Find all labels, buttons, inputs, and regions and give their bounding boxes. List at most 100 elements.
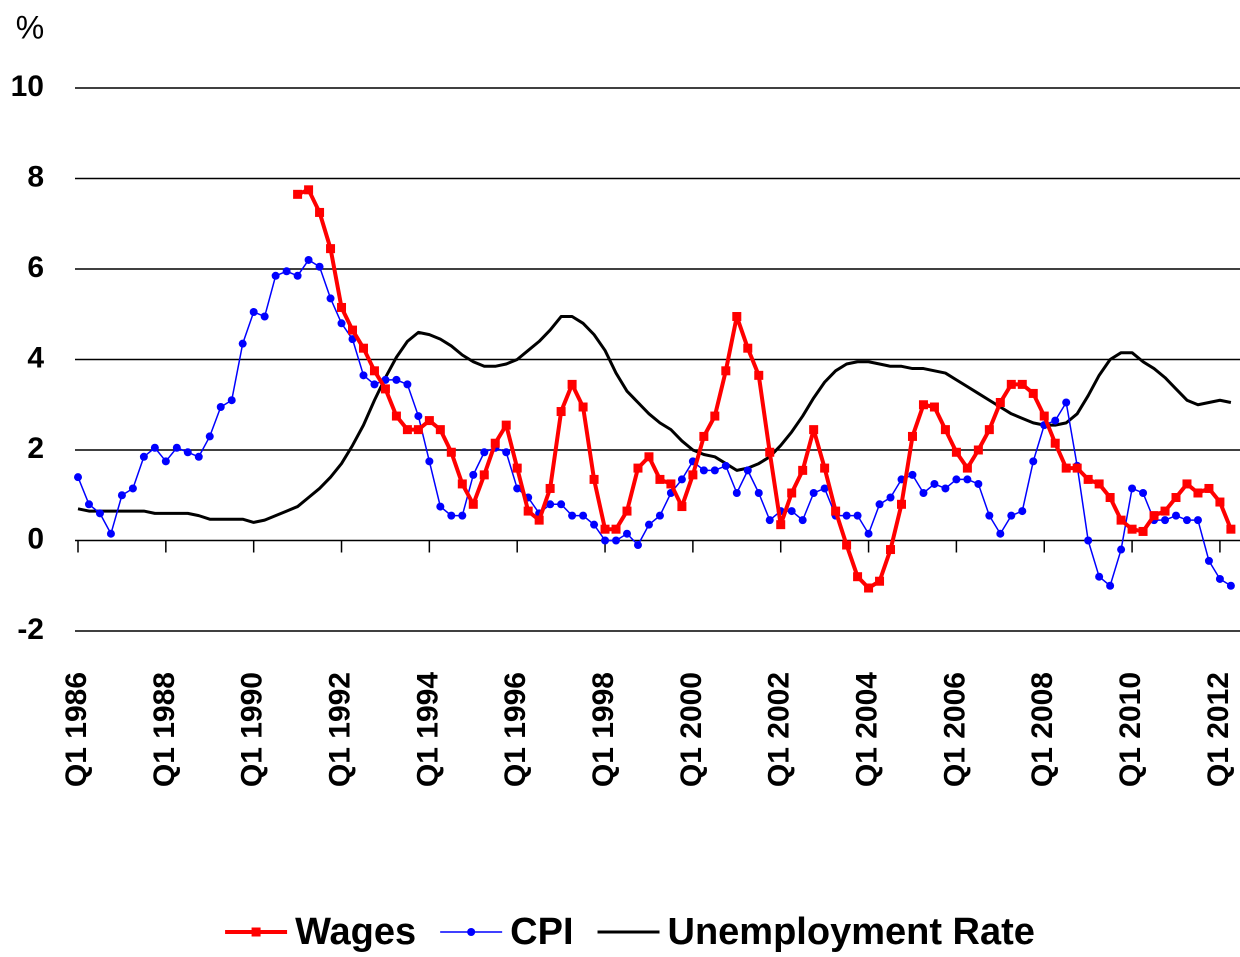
- marker: [534, 515, 544, 525]
- marker: [326, 244, 336, 254]
- marker: [776, 520, 786, 530]
- marker: [1061, 463, 1071, 473]
- marker: [963, 475, 972, 484]
- marker: [809, 488, 818, 497]
- marker: [446, 447, 456, 457]
- marker: [974, 479, 983, 488]
- marker: [886, 545, 896, 555]
- marker: [304, 255, 313, 264]
- marker: [227, 396, 236, 405]
- marker: [194, 452, 203, 461]
- marker: [479, 470, 489, 480]
- marker: [326, 294, 335, 303]
- y-tick-label: -2: [17, 613, 44, 646]
- marker: [502, 448, 511, 457]
- marker: [567, 379, 577, 389]
- marker: [425, 457, 434, 466]
- marker: [820, 484, 829, 493]
- marker: [216, 403, 225, 412]
- marker: [622, 506, 632, 516]
- x-tick-label: Q1 2012: [1202, 672, 1235, 787]
- marker: [765, 516, 774, 525]
- marker: [853, 572, 863, 582]
- y-axis-label: %: [16, 9, 44, 45]
- marker: [1193, 516, 1202, 525]
- marker: [1149, 511, 1159, 521]
- marker: [732, 312, 742, 322]
- marker: [117, 491, 126, 500]
- marker: [688, 470, 698, 480]
- legend-label: Unemployment Rate: [668, 911, 1035, 953]
- marker: [238, 339, 247, 348]
- marker: [469, 470, 478, 479]
- marker: [820, 463, 830, 473]
- marker: [457, 479, 467, 489]
- marker: [1117, 545, 1126, 554]
- marker: [369, 366, 379, 376]
- marker: [952, 475, 961, 484]
- marker: [1062, 398, 1071, 407]
- marker: [402, 425, 412, 435]
- marker: [754, 488, 763, 497]
- marker: [940, 425, 950, 435]
- marker: [1095, 572, 1104, 581]
- marker: [1127, 524, 1137, 534]
- marker: [568, 511, 577, 520]
- y-tick-label: 6: [27, 251, 44, 284]
- marker: [984, 425, 994, 435]
- marker: [1182, 516, 1191, 525]
- marker: [831, 506, 841, 516]
- legend-label: CPI: [510, 911, 573, 953]
- marker: [358, 343, 368, 353]
- marker: [1029, 457, 1038, 466]
- marker: [304, 185, 314, 195]
- marker: [424, 416, 434, 426]
- x-tick-label: Q1 1996: [499, 672, 532, 787]
- marker: [392, 375, 401, 384]
- marker: [600, 524, 610, 534]
- marker: [875, 576, 885, 586]
- marker: [589, 474, 599, 484]
- marker: [1116, 515, 1126, 525]
- marker: [1171, 493, 1181, 503]
- marker: [380, 384, 390, 394]
- marker: [1018, 507, 1027, 516]
- marker: [546, 500, 555, 509]
- marker: [699, 466, 708, 475]
- marker: [579, 511, 588, 520]
- marker: [842, 511, 851, 520]
- legend-marker: [251, 927, 261, 937]
- marker: [962, 463, 972, 473]
- marker: [293, 271, 302, 280]
- marker: [348, 325, 357, 335]
- marker: [743, 343, 753, 353]
- y-tick-label: 0: [27, 522, 44, 555]
- marker: [644, 520, 653, 529]
- marker: [413, 425, 423, 435]
- marker: [721, 366, 731, 376]
- marker: [732, 488, 741, 497]
- marker: [601, 536, 610, 545]
- marker: [501, 420, 511, 430]
- y-tick-label: 8: [27, 160, 44, 193]
- marker: [282, 267, 291, 276]
- marker: [929, 402, 939, 412]
- marker: [743, 466, 752, 475]
- marker: [886, 493, 895, 502]
- x-tick-label: Q1 1998: [587, 672, 620, 787]
- marker: [1050, 438, 1060, 448]
- marker: [1072, 463, 1082, 473]
- x-tick-label: Q1 2002: [763, 672, 796, 787]
- marker: [139, 452, 148, 461]
- marker: [260, 312, 269, 321]
- x-tick-label: Q1 2010: [1114, 672, 1147, 787]
- marker: [919, 488, 928, 497]
- marker: [512, 463, 522, 473]
- y-tick-label: 4: [27, 341, 44, 374]
- marker: [315, 207, 325, 217]
- marker: [95, 509, 104, 518]
- x-tick-label: Q1 2004: [850, 672, 883, 787]
- marker: [337, 319, 346, 328]
- marker: [951, 447, 961, 457]
